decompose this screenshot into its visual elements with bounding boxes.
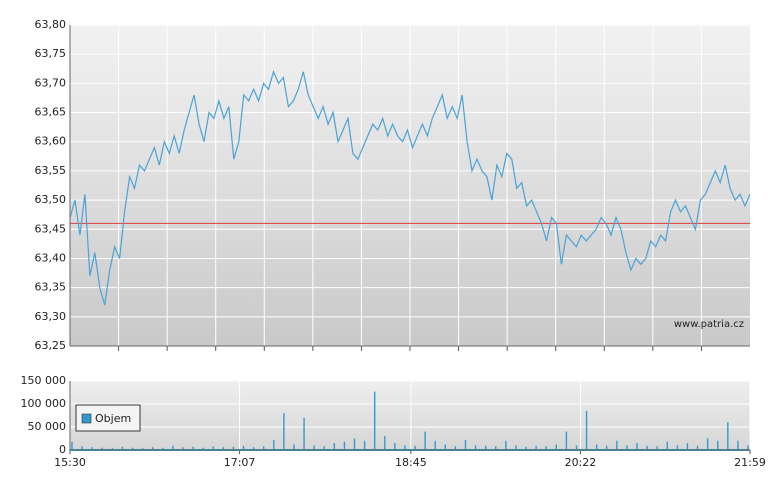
volume-bar: [91, 447, 93, 450]
volume-bar: [71, 441, 73, 450]
y-tick-label: 63,55: [35, 164, 67, 177]
volume-bar: [686, 443, 689, 450]
volume-bar: [656, 446, 658, 450]
volume-bar: [434, 440, 436, 450]
volume-bar: [474, 445, 477, 450]
volume-bar: [666, 441, 668, 450]
volume-bar: [555, 444, 557, 450]
volume-bar: [333, 443, 336, 450]
y-tick-label: 63,80: [35, 18, 67, 31]
volume-bar: [454, 446, 457, 450]
volume-bar: [353, 438, 356, 450]
volume-bar: [172, 445, 174, 450]
volume-bar: [152, 447, 154, 450]
volume-bar: [636, 443, 638, 450]
legend-label: Objem: [95, 412, 131, 425]
volume-plot: [70, 381, 750, 450]
y-tick-label: 63,45: [35, 222, 67, 235]
volume-bar: [525, 446, 527, 450]
y-tick-label: 63,70: [35, 76, 67, 89]
volume-bar: [737, 440, 739, 450]
y-tick-label: 63,75: [35, 47, 67, 60]
volume-bar: [222, 447, 225, 450]
volume-bar: [545, 446, 547, 450]
y-tick-label: 63,35: [35, 281, 67, 294]
volume-bar: [162, 447, 164, 450]
volume-bar: [404, 445, 406, 450]
volume-bar: [414, 445, 416, 450]
volume-bar: [384, 436, 386, 450]
x-tick-label: 17:07: [224, 456, 256, 469]
volume-bar: [444, 444, 447, 450]
y-tick-label: 63,65: [35, 106, 67, 119]
volume-bar: [101, 447, 103, 450]
volume-bar: [464, 439, 467, 450]
y-tick-label: 0: [59, 443, 66, 456]
volume-bar: [232, 446, 235, 450]
volume-bar: [373, 391, 376, 450]
x-tick-label: 15:30: [54, 456, 86, 469]
volume-bar: [263, 446, 265, 450]
volume-bar: [212, 446, 214, 450]
volume-bar: [515, 445, 517, 450]
volume-bar: [717, 440, 719, 450]
volume-bar: [394, 443, 396, 450]
x-tick-label: 20:22: [565, 456, 597, 469]
y-tick-label: 50 000: [28, 420, 67, 433]
volume-bar: [121, 446, 124, 450]
volume-bar: [595, 444, 598, 450]
volume-bar: [192, 446, 194, 450]
volume-bar: [313, 445, 315, 450]
volume-bar: [575, 445, 578, 450]
volume-bar: [131, 447, 134, 450]
volume-bar: [616, 440, 618, 450]
volume-bar: [676, 445, 679, 450]
volume-bar: [182, 447, 184, 450]
volume-bar: [484, 445, 487, 450]
volume-bar: [646, 445, 648, 450]
y-tick-label: 63,30: [35, 310, 67, 323]
y-tick-label: 100 000: [21, 397, 67, 410]
volume-bar: [343, 441, 346, 450]
y-tick-label: 63,25: [35, 339, 67, 352]
volume-bar: [565, 431, 568, 450]
y-tick-label: 150 000: [21, 374, 67, 387]
y-tick-label: 63,50: [35, 193, 67, 206]
volume-bar: [323, 446, 325, 450]
volume-bar: [505, 440, 507, 450]
volume-bar: [727, 422, 729, 450]
volume-bar: [535, 445, 537, 450]
volume-bar: [283, 413, 285, 450]
volume-bar: [293, 444, 295, 450]
volume-bar: [242, 445, 245, 450]
volume-bar: [585, 410, 588, 450]
volume-bar: [303, 417, 305, 450]
volume-bar: [81, 446, 83, 450]
volume-bar: [747, 445, 749, 450]
volume-bar: [273, 439, 275, 450]
volume-bar: [363, 440, 366, 450]
volume-bar: [424, 431, 426, 450]
legend-swatch: [81, 413, 92, 424]
y-tick-label: 63,40: [35, 251, 67, 264]
volume-bar: [706, 438, 709, 450]
price-line: [69, 69, 751, 306]
y-tick-label: 63,60: [35, 135, 67, 148]
watermark: www.patria.cz: [674, 319, 744, 330]
volume-bar: [626, 445, 628, 450]
x-tick-label: 21:59: [734, 456, 766, 469]
volume-bar: [495, 446, 497, 450]
volume-bar: [606, 445, 608, 450]
volume-bar: [252, 447, 255, 450]
volume-bar: [696, 445, 699, 450]
x-tick-label: 18:45: [395, 456, 427, 469]
volume-bar: [202, 447, 204, 450]
